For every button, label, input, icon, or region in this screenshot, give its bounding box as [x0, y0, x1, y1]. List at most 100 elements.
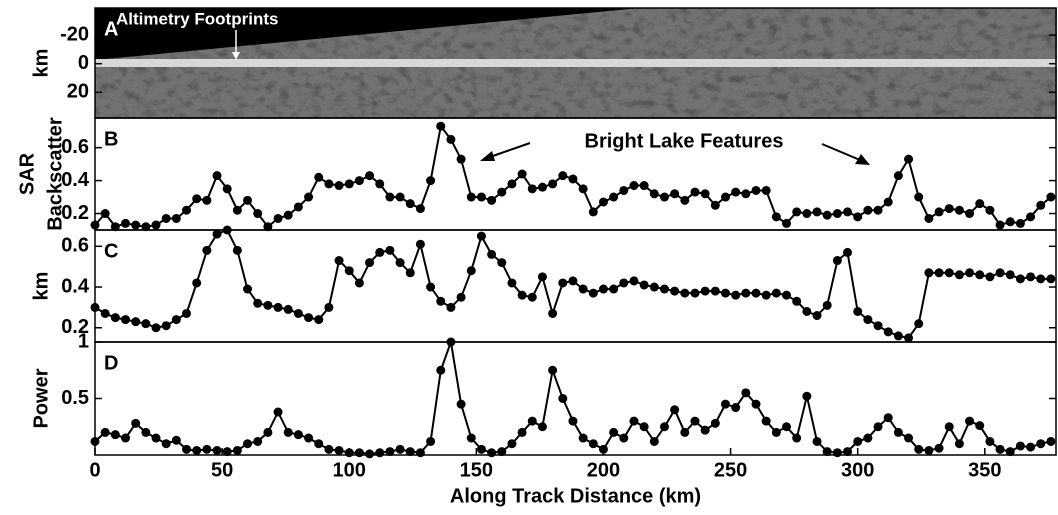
data-point [579, 434, 588, 443]
data-point [416, 448, 425, 457]
data-point [690, 188, 699, 197]
data-point [365, 171, 374, 180]
data-point [497, 188, 506, 197]
data-point [202, 196, 211, 205]
data-point [721, 400, 730, 409]
data-point [385, 447, 394, 456]
data-point [1036, 274, 1045, 283]
data-point [91, 221, 100, 230]
data-point [589, 439, 598, 448]
data-point [568, 417, 577, 426]
data-point [446, 135, 455, 144]
data-point [223, 447, 232, 456]
data-point [202, 246, 211, 255]
data-point [762, 417, 771, 426]
data-point [396, 193, 405, 202]
data-point [518, 428, 527, 437]
data-point [721, 193, 730, 202]
data-point [101, 309, 110, 318]
figure: -20020kmAAltimetry Footprints0.20.40.6SA… [0, 0, 1058, 515]
y-tick-label: 0 [78, 52, 89, 74]
data-point [172, 214, 181, 223]
x-tick-label: 200 [587, 459, 620, 481]
data-point [1046, 193, 1055, 202]
data-point [446, 338, 455, 347]
data-point [904, 434, 913, 443]
data-point [365, 449, 374, 458]
data-point [640, 181, 649, 190]
data-point [975, 421, 984, 430]
data-point [996, 221, 1005, 230]
data-point [660, 422, 669, 431]
annotation: Altimetry Footprints [116, 9, 278, 28]
data-point [507, 439, 516, 448]
data-point [772, 289, 781, 298]
data-point [284, 428, 293, 437]
data-point [833, 256, 842, 265]
data-point [243, 439, 252, 448]
data-point [172, 315, 181, 324]
data-point [792, 297, 801, 306]
data-point [914, 193, 923, 202]
data-point [375, 248, 384, 257]
data-point [131, 221, 140, 230]
data-point [548, 179, 557, 188]
data-point [253, 437, 262, 446]
data-point [731, 188, 740, 197]
data-point [874, 206, 883, 215]
y-axis-label: SAR [16, 152, 38, 195]
x-tick-label: 100 [333, 459, 366, 481]
data-point [487, 196, 496, 205]
data-point [284, 305, 293, 314]
data-point [304, 313, 313, 322]
data-point [924, 214, 933, 223]
data-point [477, 193, 486, 202]
data-point [904, 333, 913, 342]
data-point [396, 445, 405, 454]
data-point [568, 174, 577, 183]
data-point [162, 321, 171, 330]
data-point [1026, 212, 1035, 221]
data-point [701, 287, 710, 296]
data-point [914, 445, 923, 454]
data-point [914, 319, 923, 328]
data-point [548, 309, 557, 318]
data-point [182, 206, 191, 215]
data-point [365, 258, 374, 267]
data-point [294, 202, 303, 211]
data-point [324, 179, 333, 188]
data-point [762, 291, 771, 300]
data-point [609, 193, 618, 202]
data-point [274, 214, 283, 223]
data-point [436, 297, 445, 306]
data-point [497, 258, 506, 267]
x-tick-label: 250 [714, 459, 747, 481]
data-point [101, 428, 110, 437]
data-point [599, 198, 608, 207]
data-point [558, 171, 567, 180]
data-point [385, 193, 394, 202]
data-point [1026, 272, 1035, 281]
data-point [965, 417, 974, 426]
data-point [192, 278, 201, 287]
y-tick-label: 0.4 [61, 275, 90, 297]
data-point [965, 268, 974, 277]
data-point [101, 209, 110, 218]
data-point [294, 430, 303, 439]
data-point [752, 289, 761, 298]
data-point [965, 209, 974, 218]
data-point [650, 189, 659, 198]
data-point [731, 291, 740, 300]
data-point [233, 206, 242, 215]
data-point [528, 293, 537, 302]
panel-label: C [104, 240, 118, 262]
data-point [314, 439, 323, 448]
data-point [243, 285, 252, 294]
data-point [701, 189, 710, 198]
data-point [894, 428, 903, 437]
data-point [741, 388, 750, 397]
data-point [335, 181, 344, 190]
data-point [731, 403, 740, 412]
data-point [528, 184, 537, 193]
data-point [589, 289, 598, 298]
